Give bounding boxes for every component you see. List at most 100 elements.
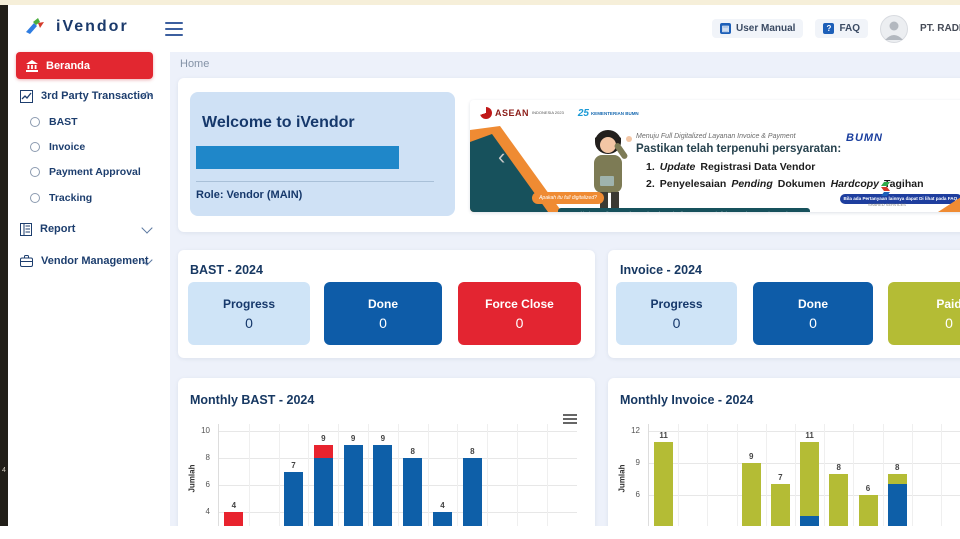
item-text: Registrasi Data Vendor xyxy=(700,161,816,173)
invoice-progress-tile: Progress 0 xyxy=(616,282,737,345)
item-number: 2. xyxy=(646,178,655,190)
carousel-prev-icon[interactable]: ‹ xyxy=(498,144,506,169)
bar-label: 4 xyxy=(440,501,445,510)
chevron-down-icon xyxy=(141,222,153,235)
sidebar-item-vendor-management[interactable]: Vendor Management xyxy=(20,253,153,269)
gridline xyxy=(765,424,767,526)
tile-value: 0 xyxy=(945,314,953,331)
sidebar-item-label: BAST xyxy=(49,116,78,128)
book-icon: ▤ xyxy=(720,23,731,34)
banner-faq-note: Bila ada Pertanyaan lainnya dapat Di lih… xyxy=(840,194,960,204)
bar-label: 6 xyxy=(865,484,871,493)
item-text: Update xyxy=(659,161,696,173)
bar-segment xyxy=(770,484,790,526)
item-text: Pending xyxy=(731,178,773,190)
bar-label: 8 xyxy=(470,447,475,456)
tile-label: Done xyxy=(798,296,828,311)
bar-label: 9 xyxy=(350,433,356,443)
tile-value: 0 xyxy=(379,314,387,331)
bar-segment xyxy=(800,516,820,526)
bast-done-tile: Done 0 xyxy=(324,282,442,345)
banner-logo-row: ASEAN INDONESIA 2023 25 KEMENTERIAN BUMN xyxy=(470,100,960,126)
banner-item-2: 2. Penyelesaian Pending Dokumen Hardcopy… xyxy=(646,178,924,190)
y-tick-label: 8 xyxy=(205,453,210,462)
gridline xyxy=(368,424,369,526)
sidebar-item-beranda[interactable]: Beranda xyxy=(16,52,153,79)
gridline xyxy=(941,424,942,526)
tile-label: Paid xyxy=(936,296,960,311)
bar-segment xyxy=(887,484,907,526)
y-tick-label: 6 xyxy=(635,490,640,499)
item-text: Tagihan xyxy=(884,178,924,190)
gridline xyxy=(795,424,796,526)
divider xyxy=(196,181,434,182)
bar-label: 11 xyxy=(805,430,814,440)
sidebar-item-tracking[interactable]: Tracking xyxy=(30,191,92,205)
tile-value: 0 xyxy=(809,314,817,331)
user-manual-button[interactable]: ▤ User Manual xyxy=(712,19,804,38)
faq-button[interactable]: ? FAQ xyxy=(815,19,869,38)
bar-label: 7 xyxy=(291,460,296,470)
item-number: 1. xyxy=(646,161,655,173)
bar-label: 11 xyxy=(659,430,668,440)
y-tick-label: 12 xyxy=(631,426,640,435)
kementerian-bumn-logo: 25 KEMENTERIAN BUMN xyxy=(578,108,639,119)
asean-swirl-icon xyxy=(480,107,492,119)
main-content: Home Welcome to iVendor Role: Vendor (MA… xyxy=(170,52,960,526)
banner-item-1: 1. Update Registrasi Data Vendor xyxy=(646,161,815,173)
ivendor-logo-icon xyxy=(26,18,44,34)
bar-label: 8 xyxy=(894,462,900,472)
gridline xyxy=(457,424,459,526)
banner-wedge-graphic xyxy=(470,126,562,212)
banner-corner-graphic xyxy=(938,178,960,212)
brand[interactable]: iVendor xyxy=(24,16,129,38)
gridline xyxy=(546,424,548,526)
sidebar-item-payment-approval[interactable]: Payment Approval xyxy=(30,165,141,179)
report-icon xyxy=(20,222,32,236)
tile-label: Progress xyxy=(650,296,703,311)
faq-label: FAQ xyxy=(839,23,861,34)
gridline xyxy=(427,424,429,526)
sidebar-item-label: Beranda xyxy=(46,59,91,72)
bar-segment xyxy=(373,444,393,526)
chart-menu-icon[interactable] xyxy=(563,414,577,424)
company-name[interactable]: PT. RADIAN PENINSU xyxy=(920,23,960,34)
sidebar-item-label: Payment Approval xyxy=(49,166,141,178)
y-axis-ticks: 12 9 6 xyxy=(616,424,642,526)
sidebar-item-report[interactable]: Report xyxy=(20,221,153,237)
gridline xyxy=(824,424,826,526)
breadcrumb[interactable]: Home xyxy=(180,58,210,70)
sidebar-item-3rd-party-transaction[interactable]: 3rd Party Transaction xyxy=(20,88,154,104)
sidebar-toggle-hamburger-icon[interactable] xyxy=(165,22,183,36)
asean-logo-text: ASEAN xyxy=(495,108,530,118)
sidebar-item-label: 3rd Party Transaction xyxy=(41,90,154,102)
gridline xyxy=(517,424,518,526)
gridline xyxy=(882,424,884,526)
question-icon: ? xyxy=(823,23,835,34)
monthly-invoice-title: Monthly Invoice - 2024 xyxy=(620,393,754,407)
bar-label: 9 xyxy=(380,433,386,443)
gridline xyxy=(397,424,399,526)
sidebar-item-invoice[interactable]: Invoice xyxy=(30,140,85,154)
gridline xyxy=(338,424,340,526)
app-title: iVendor xyxy=(56,18,129,35)
item-text: Penyelesaian xyxy=(659,178,727,190)
y-tick-label: 9 xyxy=(635,458,640,467)
monthly-bast-title: Monthly BAST - 2024 xyxy=(190,393,315,407)
invoice-paid-tile: Paid 0 xyxy=(888,282,960,345)
tile-value: 0 xyxy=(245,314,253,331)
bar-segment xyxy=(433,512,452,526)
promo-banner[interactable]: ASEAN INDONESIA 2023 25 KEMENTERIAN BUMN… xyxy=(470,100,960,212)
y-tick-label: 10 xyxy=(201,426,210,435)
sidebar-item-bast[interactable]: BAST xyxy=(30,115,78,129)
y-tick-label: 4 xyxy=(205,507,210,516)
top-header: iVendor ▤ User Manual ? FAQ PT. RADIAN P… xyxy=(8,5,960,53)
briefcase-icon xyxy=(20,255,33,267)
welcome-title: Welcome to iVendor xyxy=(202,114,355,131)
y-axis-ticks: 10 8 6 4 xyxy=(186,424,212,526)
bumn-logo: BUMN xyxy=(846,132,883,144)
bar-segment xyxy=(343,444,363,526)
avatar[interactable] xyxy=(880,14,909,43)
bar-segment xyxy=(800,441,820,517)
